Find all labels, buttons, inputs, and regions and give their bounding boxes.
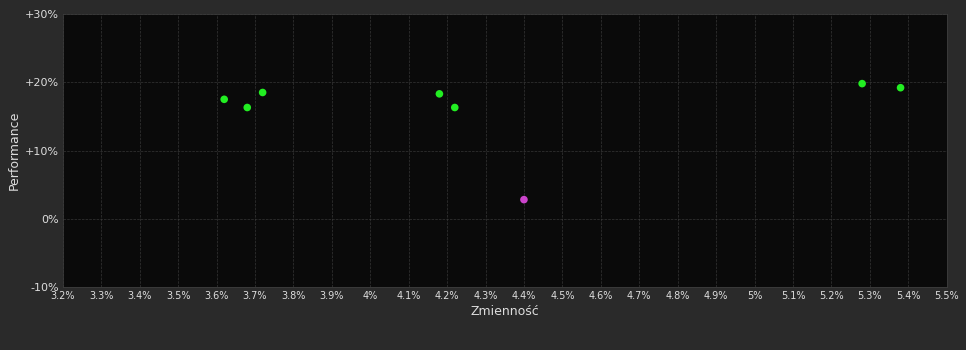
Point [432,91,447,97]
X-axis label: Zmienność: Zmienność [470,305,539,318]
Point [854,81,869,86]
Point [893,85,908,91]
Point [447,105,463,110]
Point [516,197,531,202]
Point [255,90,270,95]
Point [240,105,255,110]
Point [216,97,232,102]
Y-axis label: Performance: Performance [8,111,20,190]
